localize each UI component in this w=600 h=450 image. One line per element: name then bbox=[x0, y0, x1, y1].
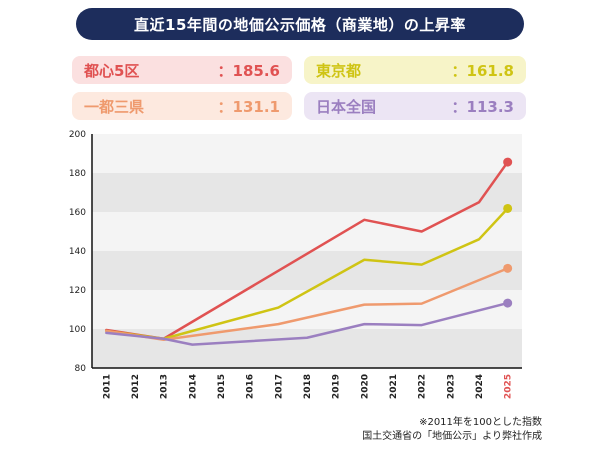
x-tick-label: 2017 bbox=[274, 374, 284, 399]
series-end-marker bbox=[503, 203, 513, 213]
grid-band bbox=[92, 173, 522, 212]
legend-label: 一都三県 bbox=[84, 97, 145, 116]
grid-band bbox=[92, 134, 522, 173]
x-tick-label: 2021 bbox=[389, 374, 399, 399]
x-tick-labels: 2011 2012 2013 2014 2015 2016 2017 2018 2019 2020… bbox=[102, 374, 513, 399]
index-note: ※2011年を100とした指数 bbox=[419, 417, 542, 428]
x-tick-label: 2020 bbox=[360, 374, 370, 399]
y-tick-labels: 80 100 120 140 160 180 200 bbox=[69, 130, 86, 374]
grid-band bbox=[92, 251, 522, 290]
y-tick-label: 100 bbox=[69, 325, 86, 335]
y-tick-label: 120 bbox=[69, 286, 86, 296]
x-tick-label: 2024 bbox=[475, 374, 485, 399]
legend-label: 日本全国 bbox=[316, 97, 377, 116]
grid-band bbox=[92, 212, 522, 251]
legend-box-tokyo: 東京都 ：161.8 bbox=[304, 56, 526, 84]
x-tick-label: 2022 bbox=[418, 374, 428, 399]
series-end-marker bbox=[503, 298, 513, 308]
page-title: 直近15年間の地価公示価格（商業地）の上昇率 bbox=[76, 8, 524, 40]
x-tick-label: 2015 bbox=[217, 374, 227, 399]
x-tick-label: 2014 bbox=[188, 374, 198, 399]
legend-box-tokyo-5-wards: 都心5区 ：185.6 bbox=[72, 56, 292, 84]
legend-box-capital-region: 一都三県 ：131.1 bbox=[72, 92, 292, 120]
x-tick-label: 2013 bbox=[160, 374, 170, 399]
source-note: 国土交通省の「地価公示」より弊社作成 bbox=[362, 431, 542, 442]
x-tick-label: 2012 bbox=[131, 374, 141, 399]
series-line bbox=[105, 301, 509, 346]
x-tick-label: 2011 bbox=[102, 374, 112, 399]
y-tick-label: 140 bbox=[69, 247, 86, 257]
y-tick-label: 160 bbox=[69, 208, 86, 218]
y-tick-label: 200 bbox=[69, 130, 86, 140]
grid-bands bbox=[92, 134, 522, 368]
x-tick-label: 2019 bbox=[332, 374, 342, 399]
chart-axes bbox=[91, 134, 522, 369]
legend-value: ：131.1 bbox=[217, 97, 280, 116]
legend-value: ：113.3 bbox=[451, 97, 514, 116]
x-tick-label: 2023 bbox=[446, 374, 456, 399]
y-tick-label: 180 bbox=[69, 169, 86, 179]
series-end-markers bbox=[503, 157, 513, 308]
grid-band bbox=[92, 329, 522, 368]
legend-label: 都心5区 bbox=[84, 61, 140, 80]
x-tick-label: 2018 bbox=[303, 374, 313, 399]
y-tick-label: 80 bbox=[75, 364, 87, 374]
legend-box-japan: 日本全国 ：113.3 bbox=[304, 92, 526, 120]
grid-band bbox=[92, 290, 522, 329]
x-tick-label: 2016 bbox=[246, 374, 256, 399]
series-end-marker bbox=[503, 263, 513, 273]
legend-value: ：185.6 bbox=[217, 61, 280, 80]
series-end-marker bbox=[503, 157, 513, 167]
x-tick-label: 2025 bbox=[504, 374, 514, 399]
legend-value: ：161.8 bbox=[451, 61, 514, 80]
series-lines bbox=[105, 160, 509, 346]
legend-label: 東京都 bbox=[316, 61, 362, 80]
